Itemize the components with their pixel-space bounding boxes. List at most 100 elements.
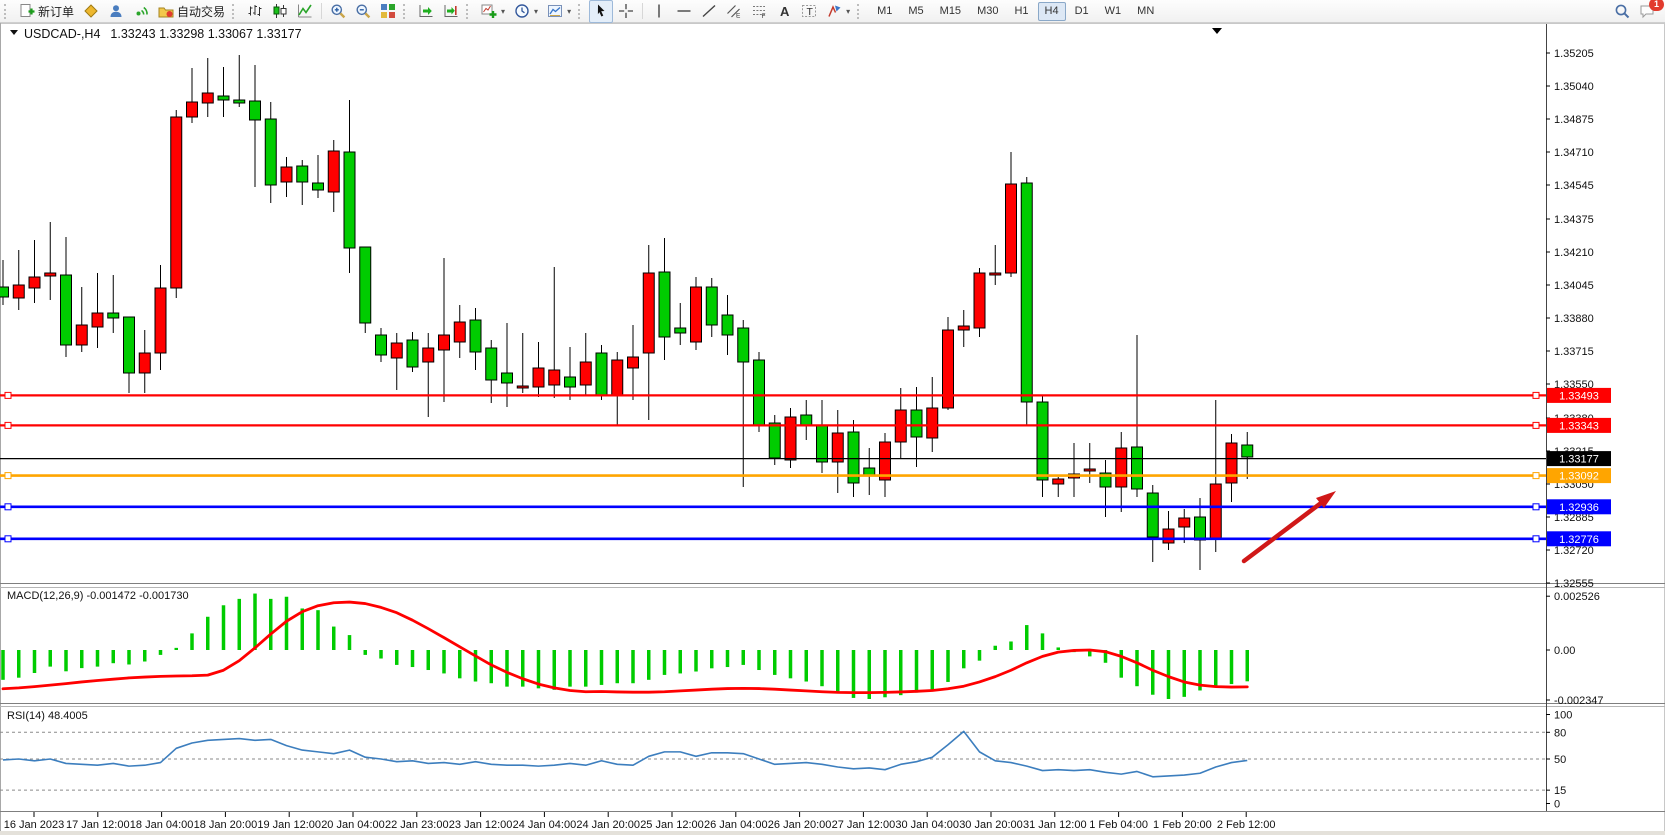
chart-shift-button[interactable] bbox=[439, 0, 463, 23]
candle-down[interactable] bbox=[453, 321, 466, 343]
text-label-button[interactable]: T bbox=[797, 0, 821, 23]
candle-down[interactable] bbox=[28, 276, 41, 289]
candle-down[interactable] bbox=[390, 342, 403, 359]
candle-down[interactable] bbox=[642, 272, 655, 354]
candle-down[interactable] bbox=[879, 441, 891, 481]
hline-handle-right[interactable] bbox=[1532, 535, 1540, 543]
trendline-button[interactable] bbox=[697, 0, 721, 23]
candle-down[interactable] bbox=[75, 324, 88, 346]
candle-up[interactable] bbox=[1099, 472, 1112, 488]
autotrade-button[interactable]: 自动交易 bbox=[154, 0, 229, 23]
horizontal-line-button[interactable] bbox=[672, 0, 696, 23]
search-button[interactable] bbox=[1610, 0, 1634, 23]
templates-button[interactable]: ▾ bbox=[543, 0, 575, 23]
rsi-pane[interactable] bbox=[0, 707, 1546, 812]
new-chart-button[interactable]: ▾ bbox=[477, 0, 509, 23]
candle-up[interactable] bbox=[658, 271, 671, 338]
candle-up[interactable] bbox=[375, 334, 387, 356]
timeframe-button-h1[interactable]: H1 bbox=[1014, 4, 1029, 17]
candle-up[interactable] bbox=[312, 182, 324, 191]
trend-arrow-shaft[interactable] bbox=[1241, 500, 1324, 564]
timeframe-button-m15[interactable]: M15 bbox=[939, 4, 962, 17]
candle-down[interactable] bbox=[438, 334, 450, 351]
timeframe-button-w1[interactable]: W1 bbox=[1104, 4, 1122, 17]
new-order-button[interactable]: 新订单 bbox=[15, 0, 78, 23]
candle-up[interactable] bbox=[674, 327, 687, 334]
price-axis[interactable] bbox=[1546, 24, 1665, 812]
candle-down[interactable] bbox=[942, 329, 954, 409]
profiles-button[interactable] bbox=[104, 0, 128, 23]
periods-button[interactable]: ▾ bbox=[510, 0, 542, 23]
candle-up[interactable] bbox=[217, 95, 230, 101]
candle-down[interactable] bbox=[1005, 183, 1017, 274]
candle-up[interactable] bbox=[737, 327, 750, 363]
candle-up[interactable] bbox=[1020, 182, 1033, 403]
zoom-out-button[interactable] bbox=[351, 0, 375, 23]
horizontal-line-1.33343[interactable]: 1.33343 bbox=[0, 417, 1611, 433]
candle-down[interactable] bbox=[1115, 447, 1128, 488]
hline-handle-left[interactable] bbox=[4, 391, 12, 399]
candle-up[interactable] bbox=[0, 286, 9, 298]
candle-down[interactable] bbox=[926, 407, 939, 439]
candle-down[interactable] bbox=[784, 416, 797, 461]
candle-down[interactable] bbox=[1225, 442, 1238, 484]
main-chart-pane[interactable] bbox=[0, 24, 1546, 584]
candle-up[interactable] bbox=[1131, 446, 1143, 490]
candle-down[interactable] bbox=[138, 352, 151, 374]
auto-scroll-button[interactable] bbox=[414, 0, 438, 23]
candle-down[interactable] bbox=[44, 272, 57, 277]
candle-down[interactable] bbox=[280, 166, 293, 183]
candle-up[interactable] bbox=[469, 319, 482, 353]
text-button[interactable]: A bbox=[772, 0, 796, 23]
candle-down[interactable] bbox=[831, 432, 844, 463]
line-chart-button[interactable] bbox=[293, 0, 317, 23]
symbols-button[interactable] bbox=[79, 0, 103, 23]
hline-handle-left[interactable] bbox=[4, 535, 12, 543]
candle-up[interactable] bbox=[501, 372, 513, 384]
candle-up[interactable] bbox=[721, 314, 734, 336]
hline-handle-right[interactable] bbox=[1532, 472, 1540, 480]
candle-down[interactable] bbox=[516, 385, 529, 389]
candle-up[interactable] bbox=[705, 286, 718, 326]
chart-shift-marker[interactable] bbox=[1212, 28, 1222, 34]
macd-pane[interactable] bbox=[0, 588, 1546, 703]
candle-down[interactable] bbox=[12, 284, 25, 299]
trend-arrow[interactable] bbox=[1241, 491, 1336, 564]
candle-down[interactable] bbox=[186, 101, 198, 118]
candle-down[interactable] bbox=[973, 272, 986, 329]
candle-up[interactable] bbox=[359, 246, 372, 324]
horizontal-line-1.33493[interactable]: 1.33493 bbox=[0, 387, 1611, 403]
candle-up[interactable] bbox=[249, 100, 261, 121]
candle-down[interactable] bbox=[579, 361, 592, 386]
candle-down[interactable] bbox=[957, 325, 970, 331]
crosshair-button[interactable] bbox=[614, 0, 638, 23]
candle-down[interactable] bbox=[1052, 478, 1065, 485]
timeframe-button-d1[interactable]: D1 bbox=[1074, 4, 1089, 17]
candle-up[interactable] bbox=[910, 409, 923, 438]
bar-chart-button[interactable] bbox=[243, 0, 267, 23]
candle-up[interactable] bbox=[1036, 401, 1049, 481]
candle-up[interactable] bbox=[107, 312, 120, 319]
candle-down[interactable] bbox=[91, 312, 104, 328]
timeframe-button-m5[interactable]: M5 bbox=[908, 4, 924, 17]
timeframe-button-m1[interactable]: M1 bbox=[877, 4, 893, 17]
candle-up[interactable] bbox=[264, 118, 277, 186]
timeframe-button-mn[interactable]: MN bbox=[1137, 4, 1155, 17]
signals-button[interactable] bbox=[129, 0, 153, 23]
candle-up[interactable] bbox=[233, 99, 246, 104]
timeframe-button-h4[interactable]: H4 bbox=[1037, 1, 1066, 21]
hline-handle-right[interactable] bbox=[1532, 391, 1540, 399]
candle-down[interactable] bbox=[327, 150, 340, 193]
candle-down[interactable] bbox=[170, 116, 183, 289]
candle-up[interactable] bbox=[1241, 444, 1254, 458]
candle-up[interactable] bbox=[564, 376, 576, 388]
tile-windows-button[interactable] bbox=[376, 0, 400, 23]
candle-down[interactable] bbox=[989, 272, 1002, 276]
candle-down[interactable] bbox=[422, 347, 435, 363]
hline-handle-left[interactable] bbox=[4, 472, 12, 480]
hline-handle-left[interactable] bbox=[4, 503, 12, 511]
candle-up[interactable] bbox=[485, 347, 498, 381]
candle-down[interactable] bbox=[532, 367, 545, 388]
candle-up[interactable] bbox=[60, 274, 72, 346]
hline-handle-right[interactable] bbox=[1532, 421, 1540, 429]
